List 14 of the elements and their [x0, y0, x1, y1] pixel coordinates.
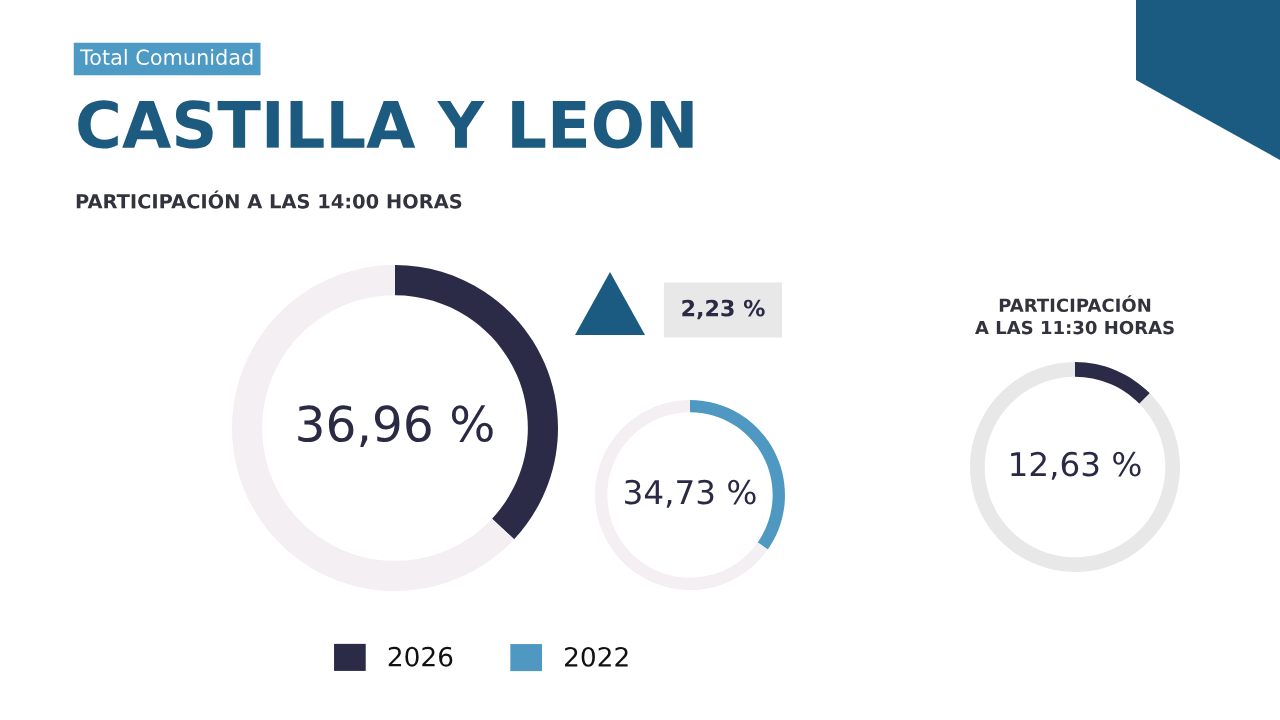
- donut-slice: [595, 400, 768, 590]
- text: 2,23 %: [682, 299, 765, 320]
- chart-title: PARTICIPACIÓN A LAS 11:30 HORAS: [975, 295, 1174, 335]
- donut-slice: [232, 265, 515, 591]
- data-label: 12,63 %: [1011, 451, 1141, 480]
- legend-label: 2022: [565, 646, 628, 667]
- data-label: 36,96 %: [298, 405, 493, 448]
- legend-label: 2026: [388, 646, 453, 667]
- data-label: 34,73 %: [625, 479, 756, 508]
- text: Total Comunidad: [79, 48, 253, 66]
- chart-subtitle: PARTICIPACIÓN A LAS 14:00 HORAS: [76, 190, 462, 209]
- donut-slice: [970, 362, 1180, 572]
- donut-slice: [1075, 362, 1150, 404]
- chart-title: CASTILLA Y LEON: [78, 100, 693, 149]
